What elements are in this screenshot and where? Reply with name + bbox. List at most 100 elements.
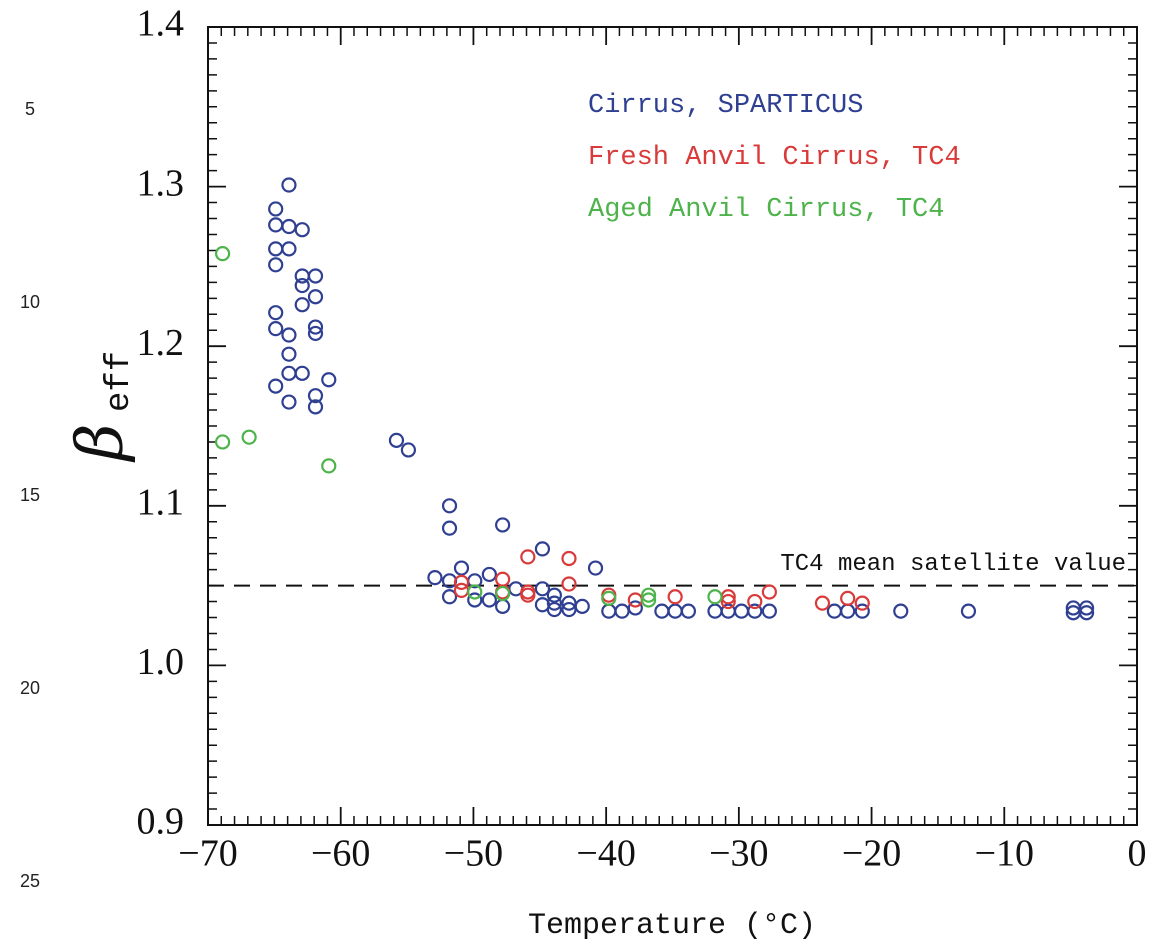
- y-tick-label: 1.4: [137, 3, 185, 45]
- x-tick-label: −30: [709, 833, 768, 875]
- line-number: 25: [20, 871, 40, 891]
- data-point: [307, 268, 324, 284]
- y-tick-label: 1.3: [137, 162, 185, 204]
- data-point: [281, 394, 297, 410]
- data-point: [960, 603, 977, 619]
- data-point: [321, 372, 337, 388]
- data-point: [294, 222, 310, 238]
- data-point: [520, 587, 536, 603]
- data-point: [826, 603, 843, 619]
- data-point: [467, 592, 483, 608]
- x-tick-label: 0: [1128, 833, 1147, 875]
- data-point: [453, 574, 470, 591]
- data-point: [854, 595, 870, 611]
- data-point: [840, 590, 856, 606]
- data-point: [546, 595, 562, 611]
- data-point: [534, 541, 551, 557]
- data-point: [747, 603, 763, 619]
- x-tick-label: −40: [576, 833, 635, 875]
- data-point: [733, 603, 750, 619]
- data-point: [893, 603, 909, 619]
- minor-ticks: [208, 27, 1137, 825]
- data-point: [546, 587, 562, 603]
- data-point: [268, 378, 284, 394]
- data-point: [614, 603, 630, 619]
- data-point: [747, 593, 763, 610]
- data-point: [627, 600, 643, 616]
- data-point: [281, 365, 297, 381]
- data-point: [453, 582, 470, 598]
- data-point: [1078, 605, 1095, 621]
- data-point: [281, 327, 297, 343]
- y-axis-label: β eff: [64, 351, 139, 463]
- y-label-symbol: β: [64, 424, 138, 463]
- legend-entry: Cirrus, SPARTICUS: [588, 91, 863, 121]
- y-label-subscript: eff: [101, 351, 139, 412]
- data-point: [294, 277, 310, 294]
- data-point: [840, 603, 856, 619]
- data-point: [481, 592, 497, 608]
- data-point: [641, 587, 657, 603]
- y-tick-label: 1.0: [137, 641, 185, 683]
- x-tick-label: −60: [311, 833, 370, 875]
- data-point: [281, 218, 297, 235]
- data-point: [495, 598, 511, 614]
- y-tick-label: 1.2: [137, 322, 185, 364]
- data-point: [214, 246, 231, 262]
- data-point: [268, 305, 284, 321]
- data-point: [601, 590, 617, 606]
- data-point: [294, 297, 310, 313]
- data-point: [495, 571, 511, 587]
- data-point: [427, 570, 443, 586]
- line-number: 15: [20, 485, 40, 505]
- data-point: [546, 601, 562, 618]
- data-point: [268, 217, 284, 233]
- data-point: [307, 325, 324, 342]
- data-point: [281, 241, 297, 257]
- data-point: [761, 584, 777, 600]
- data-point: [307, 399, 324, 415]
- data-point: [627, 592, 643, 608]
- data-point: [453, 560, 470, 576]
- data-point: [814, 595, 831, 611]
- data-point: [761, 603, 777, 619]
- data-point: [667, 589, 683, 605]
- legend-entry: Fresh Anvil Cirrus, TC4: [588, 143, 961, 173]
- data-point: [707, 589, 723, 605]
- legend-entry: Aged Anvil Cirrus, TC4: [588, 195, 944, 225]
- data-point: [307, 319, 324, 335]
- data-point: [680, 603, 697, 619]
- data-point: [307, 388, 324, 404]
- data-point: [707, 603, 723, 619]
- data-point: [441, 498, 458, 514]
- x-tick-label: −50: [444, 833, 503, 875]
- data-point: [574, 598, 590, 614]
- x-tick-label: −70: [178, 833, 237, 875]
- data-point: [601, 603, 617, 619]
- data-point: [214, 434, 231, 450]
- data-point: [641, 592, 657, 608]
- data-point: [400, 442, 416, 458]
- data-point: [495, 585, 511, 602]
- x-tick-label: −10: [975, 833, 1034, 875]
- y-tick-label: 1.1: [137, 482, 185, 524]
- x-tick-label: −20: [842, 833, 901, 875]
- data-point: [281, 346, 297, 362]
- data-point: [241, 429, 257, 445]
- data-point: [281, 177, 297, 193]
- data-point: [467, 584, 483, 600]
- x-axis-label: Temperature (°C): [528, 909, 816, 943]
- data-point: [667, 603, 683, 619]
- data-point: [388, 432, 405, 448]
- reference-label: TC4 mean satellite value: [780, 551, 1126, 578]
- plot-frame: [207, 26, 1138, 826]
- line-number: 10: [20, 292, 40, 312]
- data-point: [495, 517, 511, 533]
- data-point: [1078, 600, 1095, 616]
- data-point: [587, 560, 604, 576]
- data-point: [520, 549, 536, 565]
- data-point: [534, 581, 551, 597]
- data-point: [268, 321, 284, 337]
- data-point: [481, 566, 497, 583]
